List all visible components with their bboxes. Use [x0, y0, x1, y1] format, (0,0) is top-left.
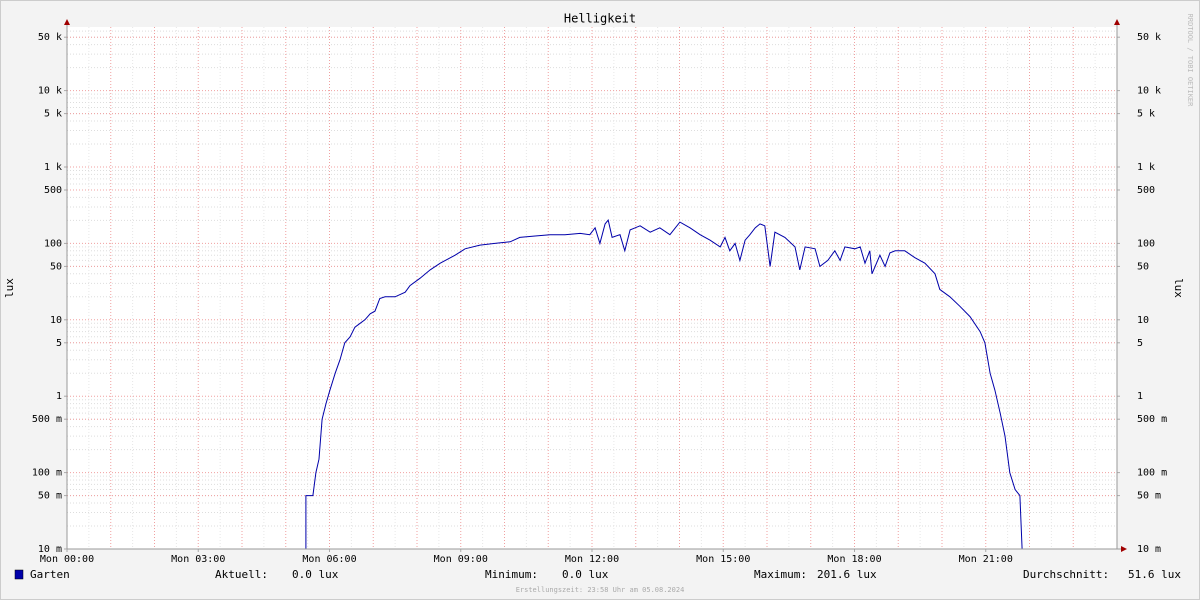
axis-arrow: [1114, 19, 1120, 25]
y-tick-label: 1 k: [44, 162, 62, 173]
marks: [305, 218, 1023, 550]
y-tick-label: 50: [50, 261, 62, 272]
y2-tick-label: 50 m: [1137, 491, 1161, 502]
stat-value: 51.6 lux: [1128, 568, 1181, 581]
x-tick-label: Mon 15:00: [696, 554, 750, 565]
y2-tick-label: 5: [1137, 338, 1143, 349]
stat-value: 0.0 lux: [292, 568, 339, 581]
y-tick-label: 10 m: [38, 544, 62, 555]
y2-tick-label: 100: [1137, 238, 1155, 249]
y-axis-label: lux: [3, 278, 16, 298]
data-line: [305, 218, 1023, 550]
x-tick-label: Mon 03:00: [171, 554, 225, 565]
x-tick-label: Mon 00:00: [40, 554, 94, 565]
stat-label: Minimum:: [485, 568, 538, 581]
y-tick-label: 500 m: [32, 414, 62, 425]
stat-label: Durchschnitt:: [1023, 568, 1109, 581]
stat-value: 201.6 lux: [817, 568, 877, 581]
footer: Erstellungszeit: 23:58 Uhr am 05.08.2024: [516, 586, 685, 594]
x-tick-label: Mon 06:00: [302, 554, 356, 565]
y2-tick-label: 50: [1137, 261, 1149, 272]
y-tick-label: 5: [56, 338, 62, 349]
y-tick-label: 10 k: [38, 86, 62, 97]
stat-value: 0.0 lux: [562, 568, 609, 581]
y2-axis-label: lux: [1172, 278, 1185, 298]
x-tick-label: Mon 18:00: [827, 554, 881, 565]
y2-tick-label: 1 k: [1137, 162, 1155, 173]
y2-tick-label: 100 m: [1137, 468, 1167, 479]
y2-tick-label: 10 m: [1137, 544, 1161, 555]
y-tick-label: 50 m: [38, 491, 62, 502]
y2-tick-label: 50 k: [1137, 32, 1161, 43]
y2-tick-label: 500 m: [1137, 414, 1167, 425]
watermark: RRDTOOL / TOBI OETIKER: [1186, 14, 1194, 108]
axis-arrow: [64, 19, 70, 25]
y2-tick-label: 5 k: [1137, 109, 1155, 120]
stat-label: Maximum:: [754, 568, 807, 581]
axis-arrow: [1121, 546, 1127, 552]
y2-tick-label: 500: [1137, 185, 1155, 196]
y-tick-label: 1: [56, 391, 62, 402]
y2-tick-label: 10 k: [1137, 86, 1161, 97]
chart-title: Helligkeit: [564, 12, 636, 26]
y2-tick-label: 10: [1137, 315, 1149, 326]
legend-swatch: [14, 569, 24, 580]
y-tick-label: 100 m: [32, 468, 62, 479]
x-tick-label: Mon 21:00: [959, 554, 1013, 565]
grid: [66, 27, 1118, 550]
y-tick-label: 5 k: [44, 109, 62, 120]
x-tick-label: Mon 09:00: [434, 554, 488, 565]
y-tick-label: 10: [50, 315, 62, 326]
legend-label: Garten: [30, 568, 70, 581]
stat-label: Aktuell:: [215, 568, 268, 581]
y-tick-label: 100: [44, 238, 62, 249]
x-tick-label: Mon 12:00: [565, 554, 619, 565]
y-tick-label: 500: [44, 185, 62, 196]
y2-tick-label: 1: [1137, 391, 1143, 402]
y-tick-label: 50 k: [38, 32, 62, 43]
